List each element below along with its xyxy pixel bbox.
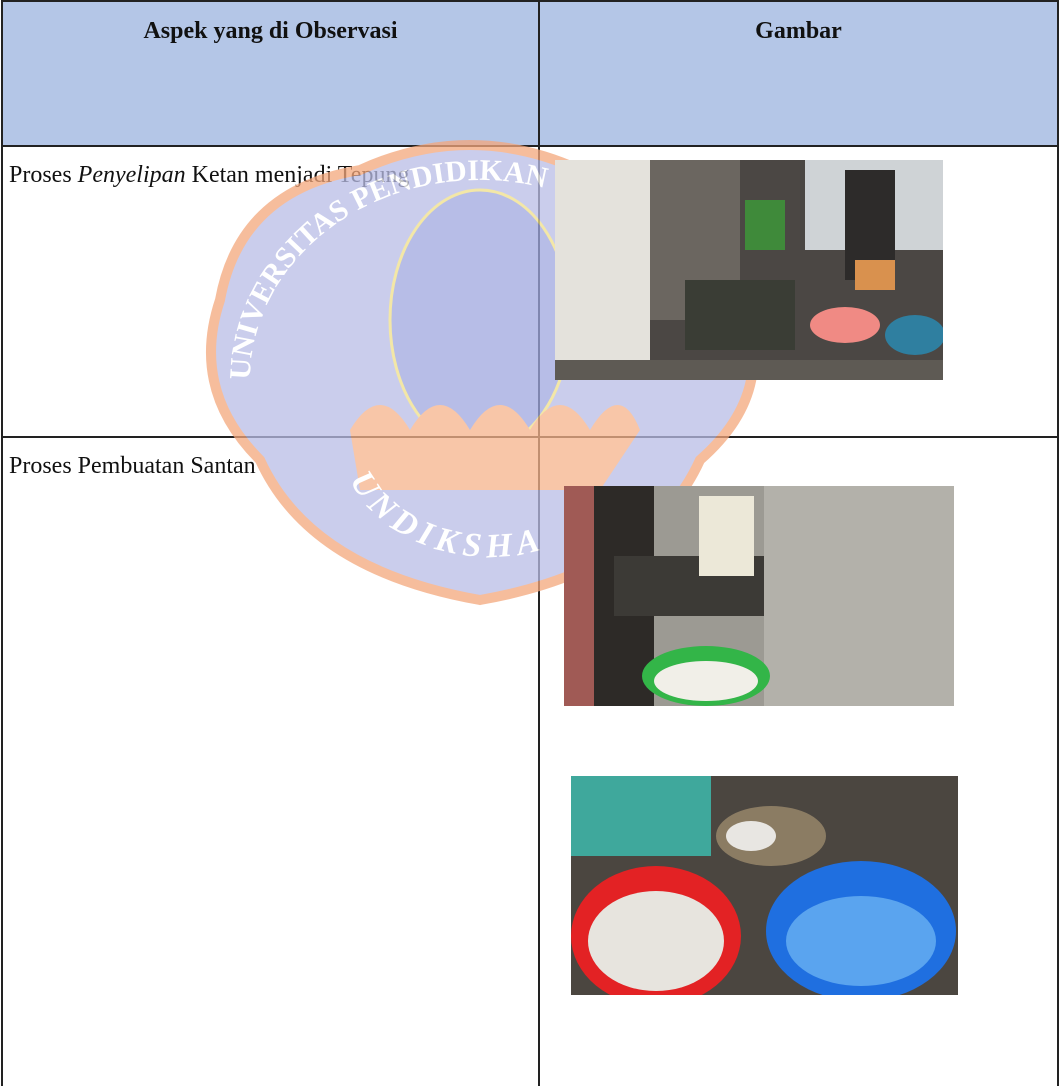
header-row: Aspek yang di Observasi Gambar <box>1 0 1059 147</box>
header-cell: Aspek yang di Observasi <box>1 0 540 147</box>
italic-text: Penyelipan <box>77 162 186 188</box>
aspect-cell: Proses Penyelipan Ketan menjadi Tepung <box>1 145 540 438</box>
photo <box>555 160 943 380</box>
aspect-cell: Proses Pembuatan Santan <box>1 436 540 1086</box>
text: Ketan menjadi Tepung <box>185 162 410 188</box>
photo <box>571 776 958 995</box>
text: Proses <box>9 162 78 188</box>
photo <box>564 486 954 706</box>
text: Proses Pembuatan Santan <box>9 453 256 479</box>
header-cell: Gambar <box>538 0 1059 147</box>
